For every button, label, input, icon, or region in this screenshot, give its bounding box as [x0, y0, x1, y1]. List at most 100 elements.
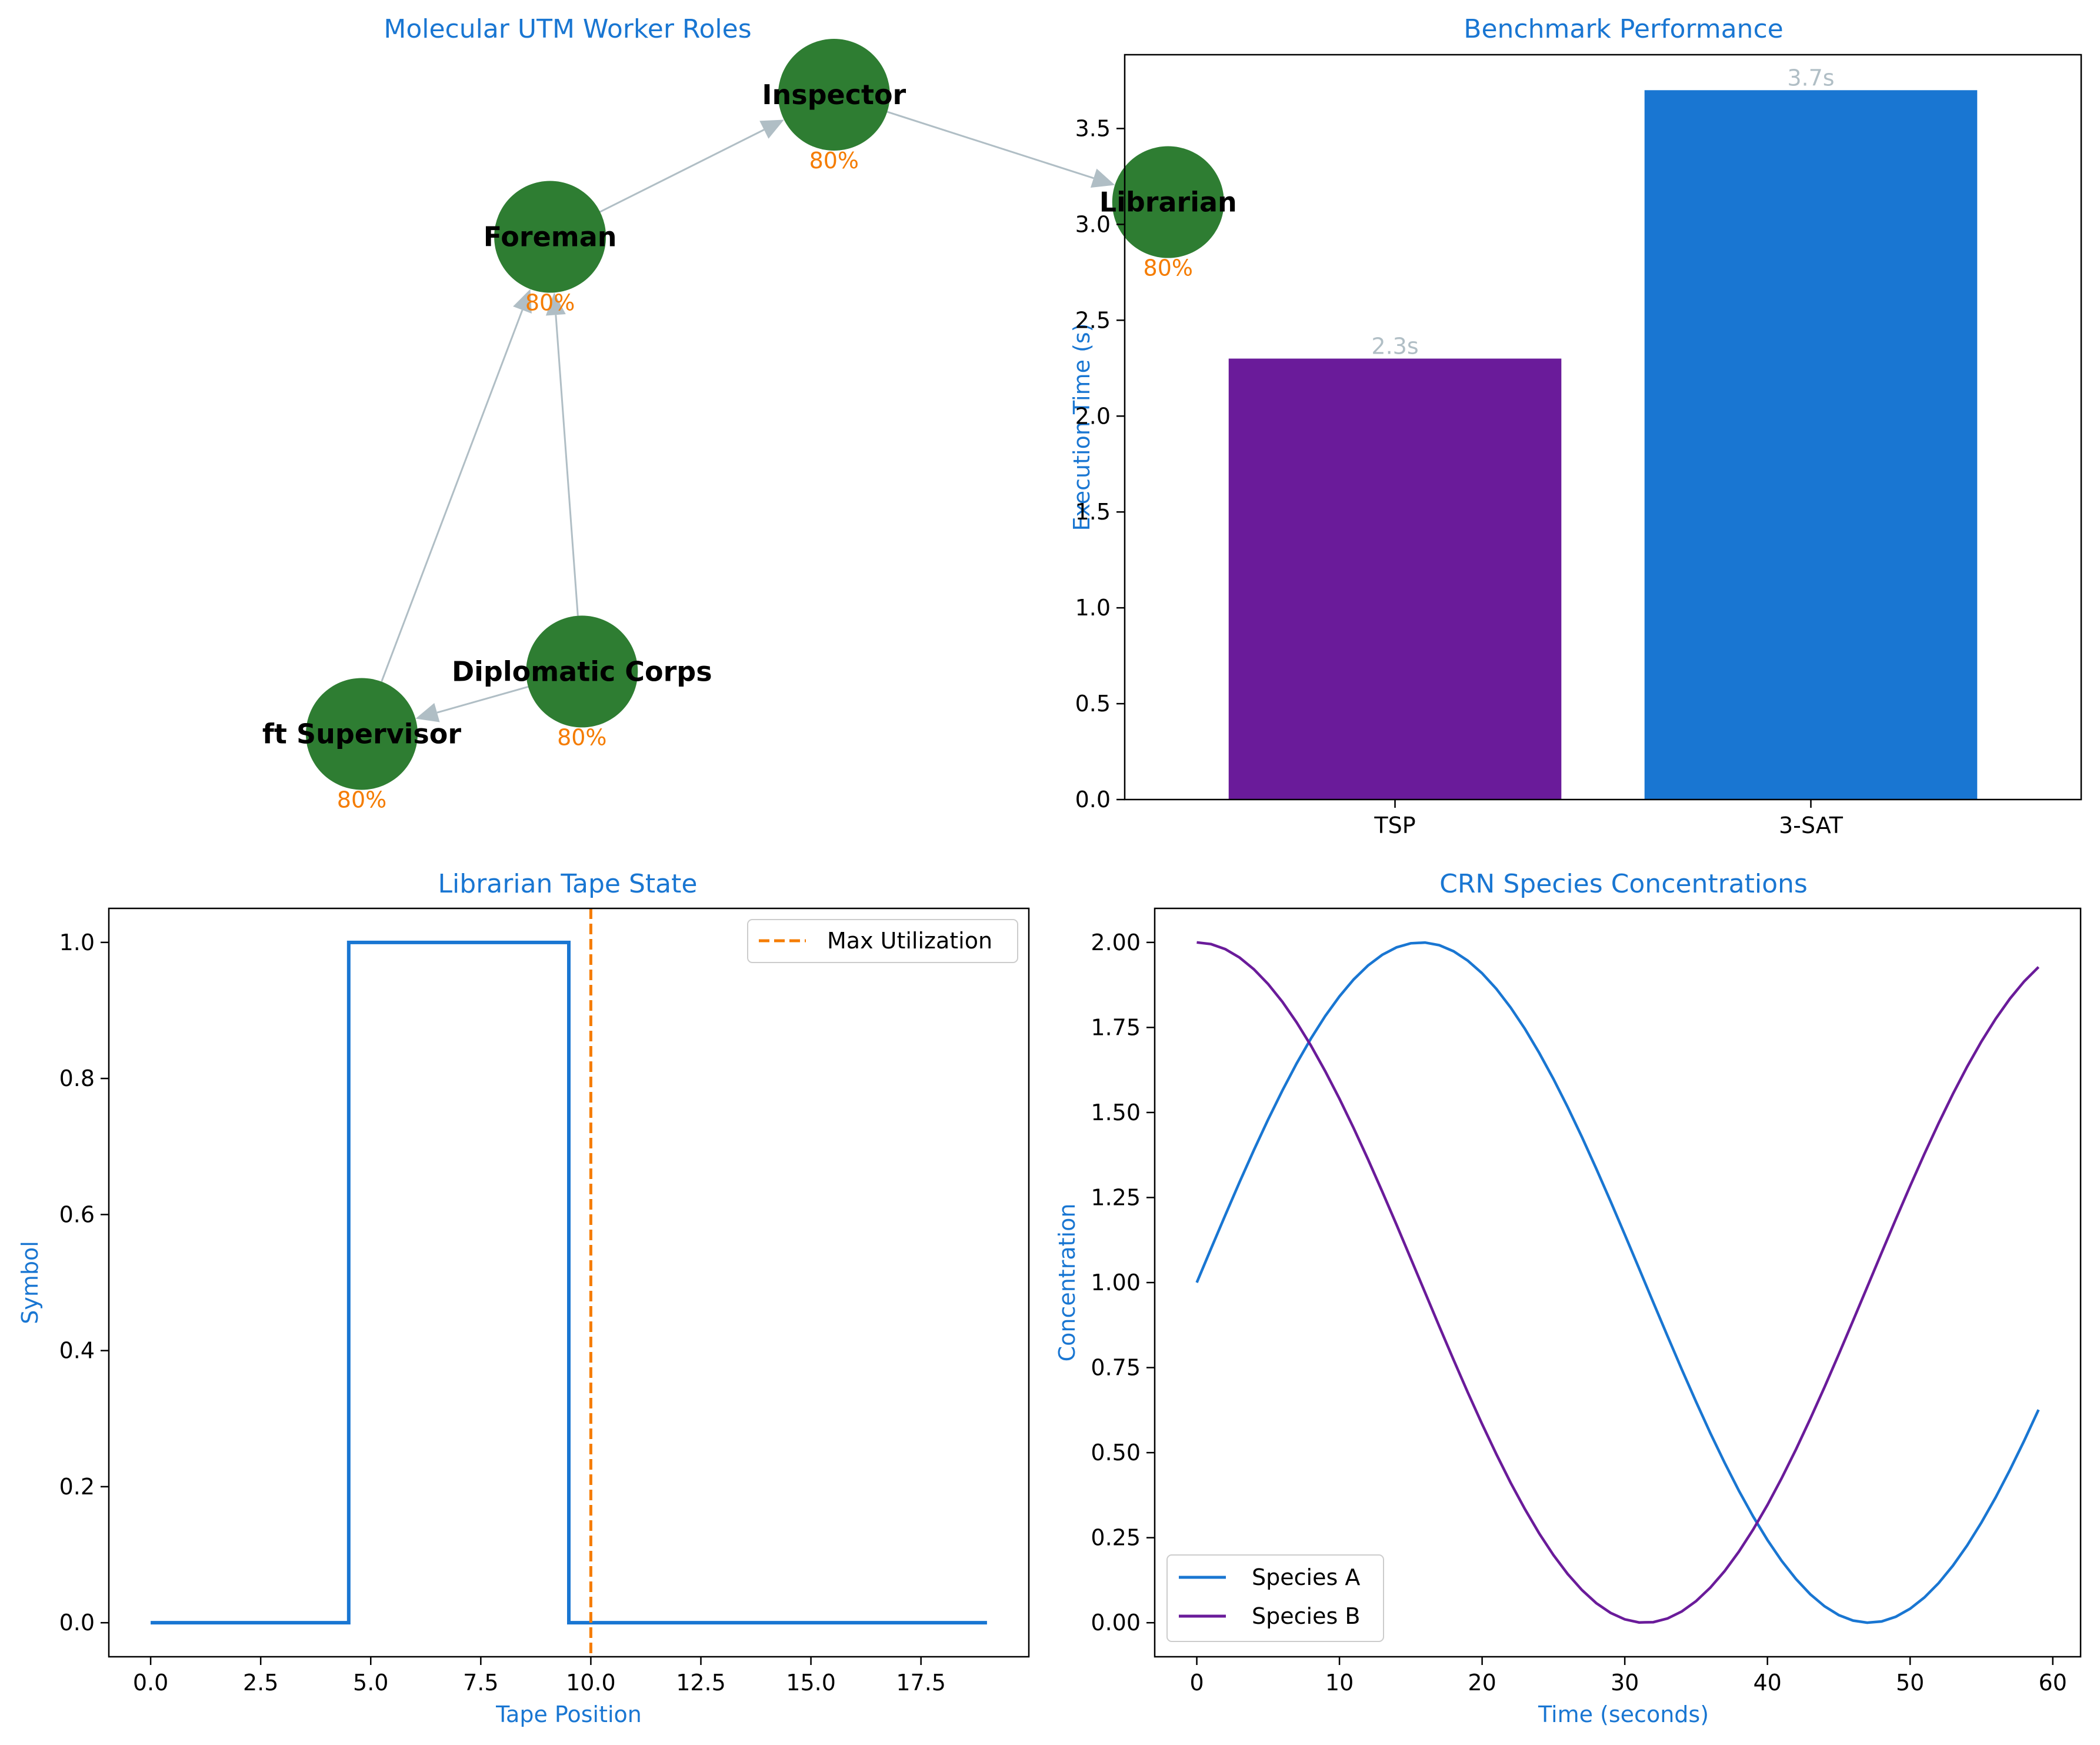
network-node-foreman — [494, 181, 606, 293]
tape-y-axis-label: Symbol — [17, 1241, 43, 1324]
tape-x-tick-label: 7.5 — [463, 1670, 498, 1696]
bar-title: Benchmark Performance — [1464, 14, 1783, 44]
bar-tsp — [1228, 358, 1562, 800]
tape-legend-box — [747, 919, 1018, 963]
bar-3-sat — [1644, 90, 1978, 800]
bar-y-axis-label: Execution Time (s) — [1069, 323, 1095, 531]
network-node-label-librarian: Librarian — [1099, 187, 1237, 218]
crn-title: CRN Species Concentrations — [1439, 869, 1808, 899]
bar-y-tick-label: 2.5 — [1075, 307, 1111, 333]
bar-panel: Benchmark Performance Execution Time (s)… — [1069, 14, 2082, 838]
crn-legend-label-b: Species B — [1252, 1603, 1360, 1629]
bar-y-tick-label: 0.0 — [1075, 787, 1111, 812]
bar-x-tick-label-3-sat: 3-SAT — [1779, 812, 1844, 838]
crn-y-tick-label: 1.75 — [1091, 1014, 1141, 1040]
tape-y-tick-label: 0.2 — [59, 1474, 95, 1500]
crn-y-tick-label: 0.00 — [1091, 1610, 1141, 1636]
network-node-label-diplomatic: Diplomatic Corps — [452, 655, 712, 687]
bar-y-tick-label: 1.5 — [1075, 499, 1111, 525]
crn-y-tick-label: 1.25 — [1091, 1184, 1141, 1210]
network-node-label-inspector: Inspector — [762, 79, 906, 111]
crn-plot: 0 10 20 30 40 50 60 0.00 0.25 0.50 0.75 1.00 1.25 1.5… — [1091, 930, 2066, 1696]
crn-legend: Species A Species B — [1166, 1554, 1384, 1642]
crn-axes-frame — [1154, 907, 2082, 1658]
tape-x-tick-label: 2.5 — [243, 1670, 278, 1696]
tape-step-line — [151, 940, 987, 1625]
tape-x-tick-label: 15.0 — [786, 1670, 836, 1696]
network-node-label-supervisor: ft Supervisor — [262, 718, 461, 750]
network-node-value-foreman: 80% — [525, 290, 575, 316]
crn-y-tick-label: 1.50 — [1091, 1100, 1141, 1125]
tape-y-tick-label: 0.8 — [59, 1065, 95, 1091]
network-arrowhead-diplomatic-to-supervisor — [415, 702, 440, 722]
crn-legend-label-a: Species A — [1252, 1564, 1360, 1590]
network-edge-supervisor-to-foreman — [381, 309, 524, 682]
bar-y-tick-label: 1.0 — [1075, 595, 1111, 621]
network-node-label-foreman: Foreman — [484, 221, 617, 253]
crn-x-tick-label: 20 — [1468, 1670, 1496, 1696]
tape-x-tick-label: 5.0 — [353, 1670, 388, 1696]
tape-x-axis-label: Tape Position — [495, 1701, 642, 1727]
network-arrowhead-foreman-to-inspector — [759, 119, 784, 139]
network-node-librarian — [1112, 146, 1224, 258]
bar-axes-frame — [1124, 54, 2082, 801]
network-node-value-inspector: 80% — [809, 148, 859, 174]
tape-title: Librarian Tape State — [438, 869, 698, 899]
crn-y-tick-label: 0.75 — [1091, 1355, 1141, 1381]
network-node-inspector — [778, 39, 890, 151]
tape-x-tick-label: 0.0 — [133, 1670, 168, 1696]
bar-y-tick-label: 0.5 — [1075, 691, 1111, 717]
tape-y-tick-label: 0.0 — [59, 1610, 95, 1636]
bar-x-tick-label-tsp: TSP — [1374, 812, 1415, 838]
crn-x-tick-label: 40 — [1753, 1670, 1781, 1696]
network-arrowhead-diplomatic-to-foreman — [545, 292, 566, 316]
network-node-value-diplomatic: 80% — [557, 724, 606, 750]
tape-axes-frame — [108, 907, 1030, 1658]
bar-plot: 2.3s TSP 3.7s 3-SAT 0.0 0.5 1.0 1.5 2.0 2.5 3.0 3.5 — [1075, 65, 1978, 838]
crn-y-tick-label: 2.00 — [1091, 930, 1141, 955]
network-node-supervisor — [306, 678, 418, 790]
network-arrowhead-supervisor-to-foreman — [513, 289, 532, 314]
bar-y-tick-label: 3.5 — [1075, 115, 1111, 141]
crn-x-tick-label: 50 — [1896, 1670, 1924, 1696]
network-node-value-supervisor: 80% — [337, 787, 386, 812]
network-nodes: Inspector 80% Librarian 80% Foreman 80% Diplom… — [262, 39, 1237, 812]
network-node-value-librarian: 80% — [1144, 255, 1193, 281]
tape-x-tick-label: 17.5 — [896, 1670, 946, 1696]
network-panel: Molecular UTM Worker Roles Inspector 80% L… — [262, 14, 1237, 812]
crn-x-tick-label: 0 — [1189, 1670, 1204, 1696]
network-node-diplomatic — [526, 615, 638, 728]
tape-panel: Librarian Tape State Tape Position Symbo… — [17, 869, 1030, 1727]
tape-legend-label: Max Utilization — [827, 928, 992, 954]
network-edge-foreman-to-inspector — [599, 129, 765, 213]
tape-y-tick-label: 1.0 — [59, 930, 95, 955]
crn-x-tick-label: 60 — [2039, 1670, 2067, 1696]
bar-value-label-tsp: 2.3s — [1371, 334, 1418, 359]
crn-panel: CRN Species Concentrations Time (seconds… — [1054, 869, 2082, 1727]
crn-y-tick-label: 0.50 — [1091, 1440, 1141, 1466]
crn-line-species-a — [1195, 941, 2040, 1624]
network-edge-diplomatic-to-foreman — [555, 315, 579, 616]
crn-x-axis-label: Time (seconds) — [1538, 1701, 1709, 1727]
network-arrowhead-inspector-to-librarian — [1090, 168, 1115, 188]
tape-y-tick-label: 0.6 — [59, 1201, 95, 1227]
crn-x-tick-label: 30 — [1611, 1670, 1639, 1696]
tape-plot: 0.0 2.5 5.0 7.5 10.0 12.5 15.0 17.5 0.0 0.2 0.4 0.6… — [59, 908, 987, 1696]
tape-legend: Max Utilization — [747, 919, 1018, 963]
network-edge-diplomatic-to-supervisor — [436, 685, 529, 714]
tape-y-tick-label: 0.4 — [59, 1338, 95, 1364]
tape-x-tick-label: 12.5 — [676, 1670, 726, 1696]
bar-y-tick-label: 2.0 — [1075, 403, 1111, 429]
network-edge-inspector-to-librarian — [886, 111, 1094, 179]
tape-x-tick-label: 10.0 — [566, 1670, 616, 1696]
bar-value-label-3-sat: 3.7s — [1787, 65, 1834, 91]
bar-y-tick-label: 3.0 — [1075, 211, 1111, 237]
crn-x-tick-label: 10 — [1325, 1670, 1354, 1696]
network-edges — [381, 111, 1115, 722]
crn-line-species-b — [1196, 941, 2040, 1624]
crn-y-axis-label: Concentration — [1054, 1204, 1080, 1362]
crn-y-tick-label: 1.00 — [1091, 1270, 1141, 1296]
network-title: Molecular UTM Worker Roles — [384, 14, 751, 44]
crn-y-tick-label: 0.25 — [1091, 1525, 1141, 1551]
